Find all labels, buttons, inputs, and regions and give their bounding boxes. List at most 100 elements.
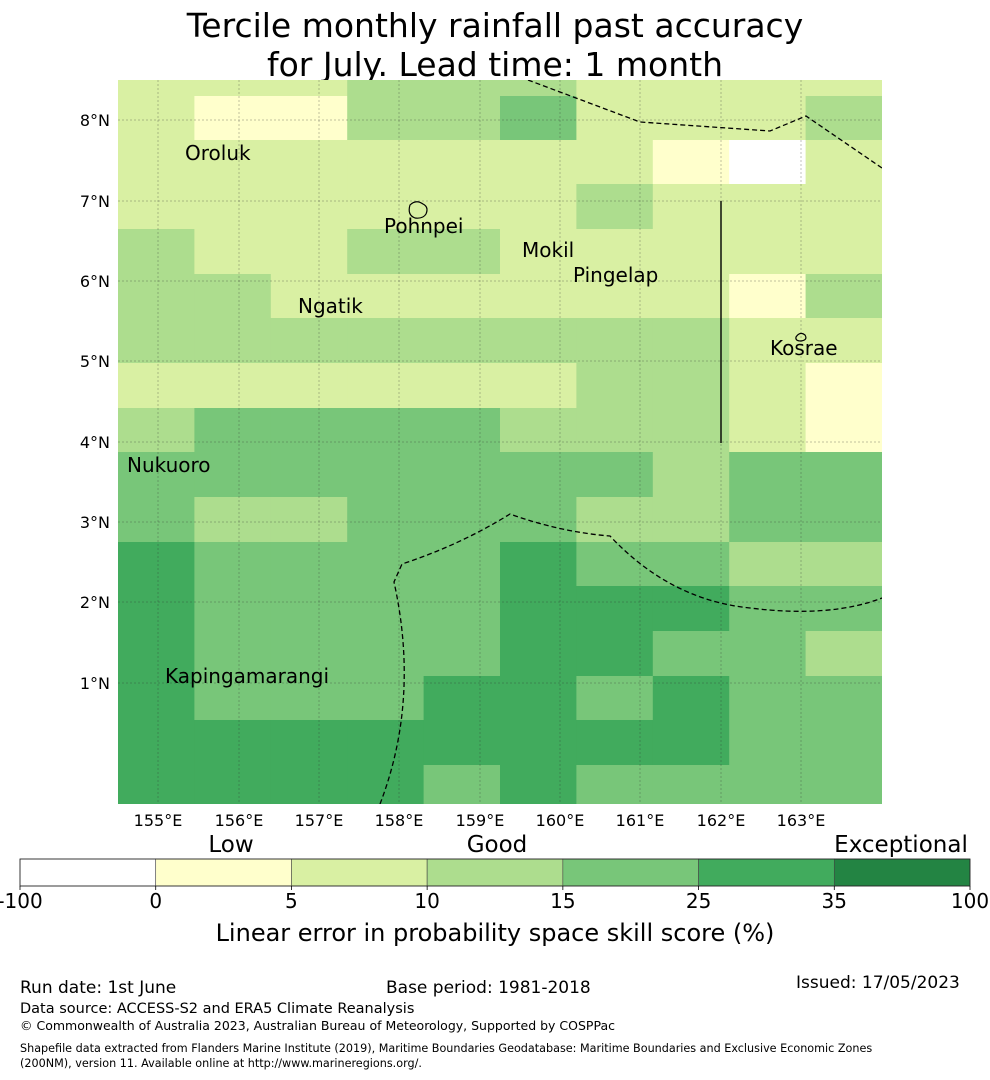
grid-cell	[270, 631, 348, 677]
colorbar-tick-label: 15	[550, 889, 575, 913]
grid-cell	[500, 452, 577, 498]
grid-cell	[118, 586, 195, 632]
grid-cell	[194, 140, 272, 185]
grid-cell	[729, 676, 807, 721]
eez-boundary-south	[379, 513, 882, 804]
latitude-tick-label: 3°N	[80, 513, 110, 532]
grid-cell	[576, 542, 654, 587]
colorbar-tick-label: 35	[822, 889, 847, 913]
grid-cell	[347, 452, 425, 498]
colorbar-frame	[19, 858, 971, 887]
latitude-tick-label: 6°N	[80, 272, 110, 291]
grid-cell	[652, 542, 730, 587]
grid-cell	[576, 497, 654, 543]
grid-cell	[347, 542, 425, 587]
grid-cell	[500, 184, 577, 230]
colorbar-segment	[291, 858, 428, 887]
grid-cell	[118, 274, 195, 319]
kosrae-island-outline	[795, 332, 807, 342]
grid-cell	[423, 542, 501, 587]
colorbar-legend: -100 0 5 10 15 25 35 100 Low Good Exceptional Linea…	[0, 832, 989, 947]
grid-cell	[652, 631, 730, 677]
grid-cell	[347, 497, 425, 543]
grid-cell	[805, 140, 882, 185]
grid-cell	[347, 408, 425, 453]
grid-cell	[576, 765, 654, 804]
grid-cell	[270, 96, 348, 141]
grid-cell	[729, 497, 807, 543]
title-line-2: for July. Lead time: 1 month	[267, 45, 723, 84]
place-label: Pingelap	[573, 263, 658, 287]
grid-cell	[805, 452, 882, 498]
grid-cell	[500, 229, 577, 275]
grid-cell	[652, 765, 730, 804]
grid-cell	[118, 408, 195, 453]
longitude-tick-label: 161°E	[616, 811, 665, 830]
grid-cell	[423, 96, 501, 141]
grid-cell	[194, 184, 272, 230]
eez-boundary-north	[527, 80, 882, 169]
longitude-tick-label: 159°E	[456, 811, 505, 830]
grid-cell	[805, 80, 882, 97]
grid-cell	[805, 363, 882, 409]
grid-cell	[500, 96, 577, 141]
longitude-tick-label: 155°E	[134, 811, 183, 830]
grid-cell	[194, 631, 272, 677]
grid-cell	[500, 363, 577, 409]
grid-cell	[194, 80, 272, 97]
grid-cell	[729, 184, 807, 230]
grid-cell	[729, 274, 807, 319]
grid-cell	[270, 274, 348, 319]
grid-cell	[270, 140, 348, 185]
issued-date: Issued: 17/05/2023	[796, 973, 960, 993]
grid-cell	[270, 408, 348, 453]
skill-grid	[118, 80, 882, 804]
grid-cell	[270, 80, 348, 97]
grid-cell	[423, 80, 501, 97]
grid-cell	[347, 765, 425, 804]
graticule	[118, 80, 882, 804]
grid-cell	[118, 452, 195, 498]
grid-cell	[805, 497, 882, 543]
grid-cell	[118, 765, 195, 804]
grid-cell	[423, 140, 501, 185]
grid-cell	[729, 229, 807, 275]
colorbar-tick-label: 0	[149, 889, 162, 913]
data-source: Data source: ACCESS-S2 and ERA5 Climate …	[20, 1001, 415, 1017]
grid-cell	[270, 318, 348, 364]
grid-cell	[194, 452, 272, 498]
grid-cell	[118, 631, 195, 677]
grid-cell	[652, 408, 730, 453]
grid-cell	[500, 586, 577, 632]
shapefile-credit-line-2: (200NM), version 11. Available online at…	[20, 1057, 422, 1070]
grid-cell	[270, 720, 348, 766]
grid-cell	[500, 631, 577, 677]
longitude-tick-label: 162°E	[697, 811, 746, 830]
grid-cell	[500, 765, 577, 804]
grid-cell	[652, 184, 730, 230]
grid-cell	[118, 363, 195, 409]
grid-cell	[500, 80, 577, 97]
grid-cell	[729, 631, 807, 677]
grid-cell	[652, 229, 730, 275]
place-label: Ngatik	[298, 294, 363, 318]
legend-category-label: Good	[467, 832, 528, 858]
grid-cell	[194, 497, 272, 543]
grid-cell	[118, 542, 195, 587]
grid-cell	[423, 765, 501, 804]
grid-cell	[576, 631, 654, 677]
grid-cell	[500, 497, 577, 543]
island-outlines	[408, 201, 807, 342]
grid-cell	[118, 497, 195, 543]
grid-cell	[423, 720, 501, 766]
grid-cell	[805, 408, 882, 453]
place-label: Oroluk	[185, 141, 251, 165]
grid-cell	[576, 140, 654, 185]
grid-cell	[805, 631, 882, 677]
grid-cell	[805, 765, 882, 804]
place-label: Pohnpei	[384, 214, 464, 238]
grid-cell	[576, 586, 654, 632]
grid-cell	[347, 631, 425, 677]
grid-cell	[729, 408, 807, 453]
